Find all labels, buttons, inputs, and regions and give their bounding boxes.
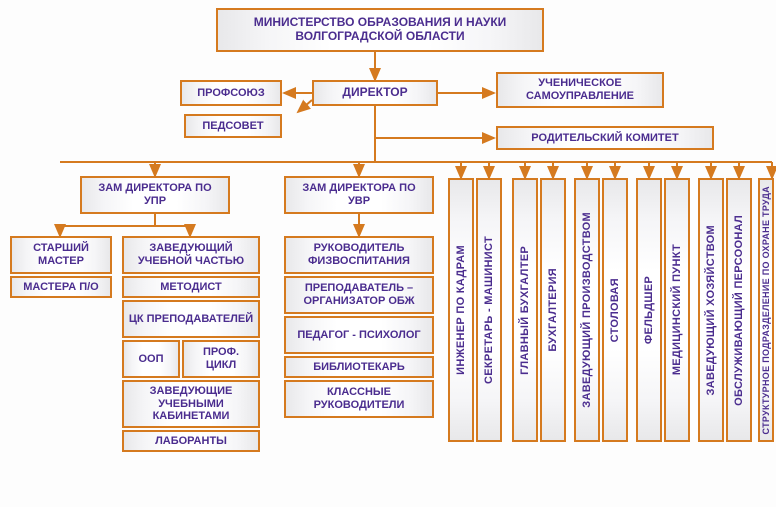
node-pedsovet: ПЕДСОВЕТ	[184, 114, 282, 138]
vnode-buh: БУХГАЛТЕРИЯ	[540, 178, 566, 442]
node-ck-prepod: ЦК ПРЕПОДАВАТЕЛЕЙ	[122, 300, 260, 338]
node-zav-ucheb: ЗАВЕДУЮЩИЙ УЧЕБНОЙ ЧАСТЬЮ	[122, 236, 260, 274]
vnode-eng-kadry: ИНЖЕНЕР ПО КАДРАМ	[448, 178, 474, 442]
node-senior-master: СТАРШИЙ МАСТЕР	[10, 236, 112, 274]
node-zam-uvr: ЗАМ ДИРЕКТОРА ПО УВР	[284, 176, 434, 214]
node-student-gov: УЧЕНИЧЕСКОЕ САМОУПРАВЛЕНИЕ	[496, 72, 664, 108]
node-bibliotekary: БИБЛИОТЕКАРЬ	[284, 356, 434, 378]
node-director: ДИРЕКТОР	[312, 80, 438, 106]
node-zam-upr: ЗАМ ДИРЕКТОРА ПО УПР	[80, 176, 230, 214]
node-prepod-obzh: ПРЕПОДАВАТЕЛЬ – ОРГАНИЗАТОР ОБЖ	[284, 276, 434, 314]
node-ministry: МИНИСТЕРСТВО ОБРАЗОВАНИЯ И НАУКИ ВОЛГОГР…	[216, 8, 544, 52]
node-metodist: МЕТОДИСТ	[122, 276, 260, 298]
vnode-glav-buh: ГЛАВНЫЙ БУХГАЛТЕР	[512, 178, 538, 442]
node-prof-cycle: ПРОФ. ЦИКЛ	[182, 340, 260, 378]
vnode-obsl-pers: ОБСЛУЖИВАЮЩИЙ ПЕРСООНАЛ	[726, 178, 752, 442]
node-laboranty: ЛАБОРАНТЫ	[122, 430, 260, 452]
node-pedagog-psih: ПЕДАГОГ - ПСИХОЛОГ	[284, 316, 434, 354]
vnode-med-punkt: МЕДИЦИНСКИЙ ПУНКТ	[664, 178, 690, 442]
vnode-zav-hoz: ЗАВЕДУЮЩИЙ ХОЗЯЙСТВОМ	[698, 178, 724, 442]
vnode-stolovaya: СТОЛОВАЯ	[602, 178, 628, 442]
node-parent-comm: РОДИТЕЛЬСКИЙ КОМИТЕТ	[496, 126, 714, 150]
vnode-feldsher: ФЕЛЬДШЕР	[636, 178, 662, 442]
node-profsoyuz: ПРОФСОЮЗ	[180, 80, 282, 106]
node-klass-ruk: КЛАССНЫЕ РУКОВОДИТЕЛИ	[284, 380, 434, 418]
node-zav-kab: ЗАВЕДУЮЩИЕ УЧЕБНЫМИ КАБИНЕТАМИ	[122, 380, 260, 428]
vnode-sekr-mash: СЕКРЕТАРЬ - МАШИНИСТ	[476, 178, 502, 442]
vnode-zav-proizv: ЗАВЕДУЮЩИЙ ПРОИЗВОДСТВОМ	[574, 178, 600, 442]
node-oop: ООП	[122, 340, 180, 378]
node-ruk-fizvosp: РУКОВОДИТЕЛЬ ФИЗВОСПИТАНИЯ	[284, 236, 434, 274]
node-masters-po: МАСТЕРА П/О	[10, 276, 112, 298]
vnode-ohrana-truda: СТРУКТУРНОЕ ПОДРАЗДЕЛЕНИЕ ПО ОХРАНЕ ТРУД…	[758, 178, 774, 442]
